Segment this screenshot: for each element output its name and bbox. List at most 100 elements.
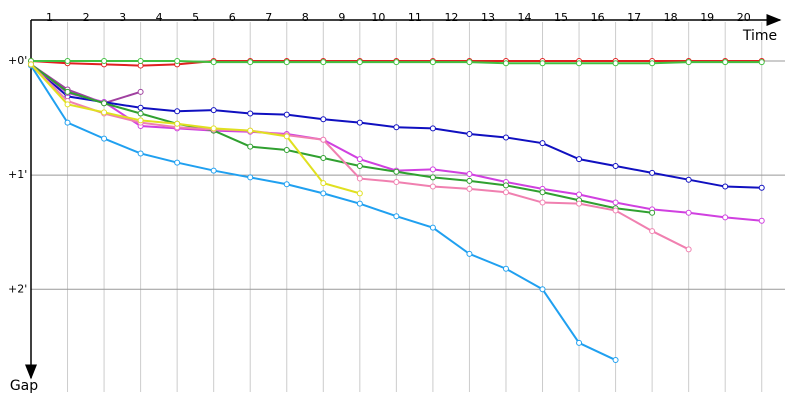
- x-tick-label: 13: [481, 11, 495, 24]
- data-point: [722, 59, 729, 66]
- x-tick-label: 12: [444, 11, 458, 24]
- x-tick-label: 7: [265, 11, 272, 24]
- data-point: [429, 125, 436, 132]
- data-point: [247, 127, 254, 134]
- data-point: [210, 59, 217, 66]
- data-point: [612, 60, 619, 67]
- x-axis-title: Time: [742, 28, 777, 44]
- data-point: [64, 58, 71, 64]
- data-point: [283, 59, 290, 66]
- data-point: [64, 101, 71, 108]
- data-point: [283, 181, 290, 188]
- data-point: [649, 228, 656, 235]
- data-point: [502, 265, 509, 272]
- data-point: [722, 183, 729, 190]
- data-point: [466, 59, 473, 66]
- data-point: [356, 163, 363, 170]
- data-point: [429, 174, 436, 181]
- data-point: [466, 131, 473, 138]
- data-point: [466, 185, 473, 192]
- x-tick-label: 3: [119, 11, 126, 24]
- data-point: [576, 156, 583, 163]
- data-point: [758, 184, 765, 191]
- x-tick-label: 18: [664, 11, 678, 24]
- data-point: [174, 58, 181, 64]
- x-tick-label: 8: [302, 11, 309, 24]
- data-point: [101, 100, 108, 107]
- data-point: [137, 58, 144, 64]
- data-point: [466, 250, 473, 257]
- x-tick-label: 11: [408, 11, 422, 24]
- data-point: [247, 143, 254, 150]
- x-tick-label: 10: [371, 11, 385, 24]
- data-point: [649, 169, 656, 176]
- x-tick-label: 20: [737, 11, 751, 24]
- x-tick-label: 17: [627, 11, 641, 24]
- data-point: [174, 108, 181, 115]
- data-point: [539, 189, 546, 196]
- data-point: [356, 190, 363, 197]
- data-point: [283, 111, 290, 118]
- data-point: [612, 207, 619, 214]
- y-axis-title: Gap: [10, 378, 38, 394]
- grid: [31, 22, 785, 392]
- data-point: [502, 189, 509, 196]
- data-point: [210, 167, 217, 174]
- data-point: [64, 88, 71, 95]
- data-point: [320, 180, 327, 187]
- data-point: [393, 124, 400, 131]
- data-point: [320, 190, 327, 197]
- data-point: [539, 286, 546, 293]
- data-point: [466, 177, 473, 184]
- data-point: [247, 59, 254, 66]
- data-point: [576, 191, 583, 198]
- data-point: [320, 116, 327, 123]
- series-line: [30, 63, 653, 214]
- data-point: [320, 155, 327, 162]
- data-point: [137, 150, 144, 157]
- data-point: [137, 110, 144, 117]
- x-tick-label: 15: [554, 11, 568, 24]
- data-point: [356, 156, 363, 163]
- data-point: [758, 59, 765, 66]
- data-point: [576, 339, 583, 346]
- data-point: [247, 174, 254, 181]
- x-tick-label: 1: [46, 11, 53, 24]
- data-point: [685, 209, 692, 216]
- data-point: [429, 166, 436, 173]
- data-point: [758, 217, 765, 224]
- x-tick-label: 4: [156, 11, 163, 24]
- x-tick-label: 2: [83, 11, 90, 24]
- data-point: [28, 61, 34, 68]
- data-point: [247, 110, 254, 117]
- data-point: [722, 214, 729, 221]
- data-point: [502, 134, 509, 141]
- x-tick-label: 16: [591, 11, 605, 24]
- data-point: [685, 59, 692, 66]
- data-point: [137, 117, 144, 124]
- data-point: [612, 163, 619, 170]
- data-point: [356, 59, 363, 66]
- data-point: [210, 107, 217, 114]
- data-point: [137, 104, 144, 111]
- data-point: [539, 60, 546, 67]
- data-point: [64, 119, 71, 126]
- data-point: [101, 58, 108, 64]
- data-point: [320, 136, 327, 143]
- data-point: [649, 209, 656, 216]
- data-point: [101, 135, 108, 142]
- data-point: [502, 182, 509, 189]
- y-tick-label: +2': [8, 282, 27, 295]
- data-point: [685, 246, 692, 253]
- data-point: [429, 183, 436, 190]
- data-point: [393, 168, 400, 175]
- data-point: [539, 199, 546, 206]
- data-point: [576, 60, 583, 67]
- data-point: [210, 125, 217, 132]
- x-tick-label: 14: [518, 11, 532, 24]
- data-point: [502, 60, 509, 67]
- data-point: [539, 140, 546, 147]
- data-point: [649, 60, 656, 67]
